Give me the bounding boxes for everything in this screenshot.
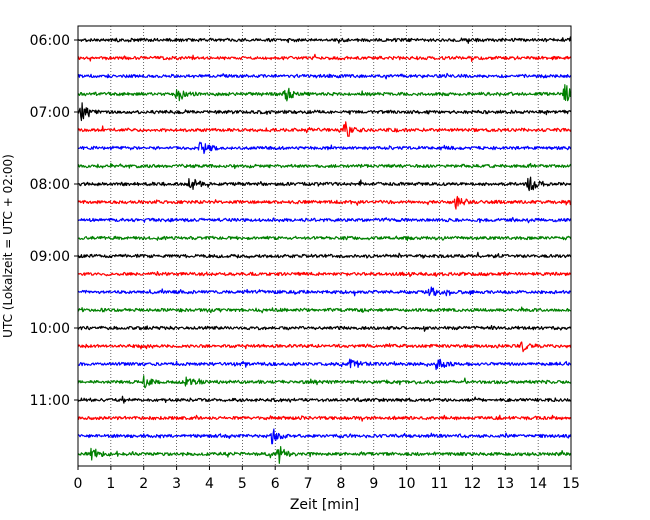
trace-1030 — [77, 358, 572, 371]
trace-0900 — [77, 251, 572, 259]
y-tick-label: 08:00 — [30, 177, 70, 193]
trace-0615 — [77, 53, 572, 62]
x-tick-label: 2 — [139, 476, 148, 492]
trace-0700 — [77, 102, 572, 122]
y-tick-label: 09:00 — [30, 249, 70, 265]
trace-1145 — [77, 446, 572, 464]
x-tick-label: 14 — [529, 476, 547, 492]
x-tick-label: 11 — [431, 476, 449, 492]
trace-1000 — [77, 325, 572, 332]
y-tick-label: 07:00 — [30, 105, 70, 121]
plot-frame — [77, 25, 572, 467]
x-tick-label: 5 — [238, 476, 247, 492]
trace-0945 — [77, 306, 572, 314]
trace-1015 — [77, 341, 572, 353]
y-tick-label: 10:00 — [30, 321, 70, 337]
x-tick-label: 3 — [172, 476, 181, 492]
trace-1130 — [77, 428, 572, 445]
x-tick-label: 9 — [369, 476, 378, 492]
x-tick-label: 12 — [463, 476, 481, 492]
x-tick-label: 6 — [271, 476, 280, 492]
trace-0630 — [77, 72, 572, 80]
trace-1100 — [77, 395, 572, 404]
trace-0645 — [77, 84, 572, 102]
grid-lines — [110, 26, 539, 466]
x-tick-label: 15 — [562, 476, 580, 492]
y-tick-label: 11:00 — [30, 393, 70, 409]
y-axis-label: UTC (Lokalzeit = UTC + 02:00) — [1, 154, 15, 338]
trace-1045 — [77, 375, 572, 389]
x-tick-label: 8 — [336, 476, 345, 492]
x-tick-label: 1 — [106, 476, 115, 492]
trace-0845 — [77, 235, 572, 242]
trace-0915 — [77, 271, 572, 278]
x-tick-label: 0 — [74, 476, 83, 492]
x-axis-label: Zeit [min] — [290, 497, 359, 513]
x-tick-label: 4 — [205, 476, 214, 492]
trace-0715 — [77, 121, 572, 137]
y-axis: 06:00 07:00 08:00 09:00 10:00 11:00 — [30, 33, 78, 409]
trace-0800 — [77, 176, 572, 192]
y-tick-label: 06:00 — [30, 33, 70, 49]
x-tick-label: 7 — [304, 476, 313, 492]
trace-0930 — [77, 286, 572, 297]
x-axis: 0 1 2 3 4 5 6 7 8 9 10 11 12 13 14 15 — [74, 466, 580, 492]
trace-0600 — [77, 36, 572, 44]
trace-1115 — [77, 414, 572, 422]
x-tick-label: 10 — [398, 476, 416, 492]
trace-layer — [77, 36, 572, 464]
trace-0745 — [77, 162, 572, 170]
trace-0830 — [77, 216, 572, 224]
trace-0815 — [77, 195, 572, 210]
x-tick-label: 13 — [496, 476, 514, 492]
trace-0730 — [77, 141, 572, 155]
